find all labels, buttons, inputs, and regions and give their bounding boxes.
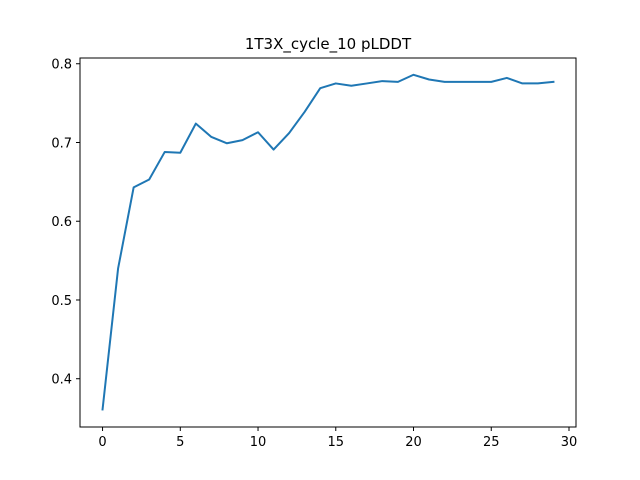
y-tick-label: 0.7 [51,136,72,151]
x-tick-label: 15 [328,435,345,450]
x-tick-label: 5 [176,435,184,450]
chart-title: 1T3X_cycle_10 pLDDT [245,35,412,54]
x-tick-label: 25 [483,435,500,450]
y-tick-label: 0.6 [51,215,72,230]
series-line [101,73,555,411]
axis-ticks: 0 5 10 15 20 25 30 0.4 0.5 0.6 0.7 0.8 [51,58,577,450]
x-tick-label: 30 [561,435,578,450]
x-tick-label: 20 [405,435,422,450]
x-tick-label: 0 [98,435,106,450]
axes-frame [79,57,577,428]
y-tick-label: 0.4 [51,373,72,388]
y-tick-label: 0.5 [51,294,72,309]
x-tick-label: 10 [250,435,267,450]
plot-area [101,73,555,411]
y-tick-label: 0.8 [51,58,72,73]
